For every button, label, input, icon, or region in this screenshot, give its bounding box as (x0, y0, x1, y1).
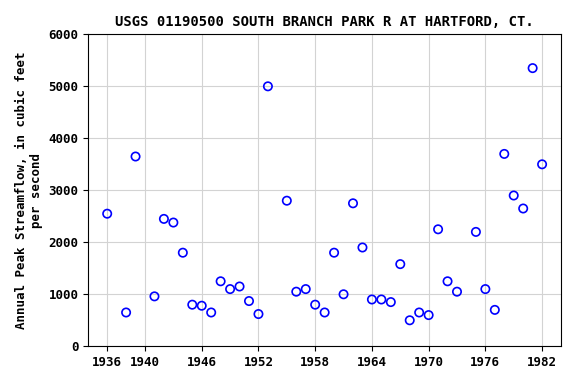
Point (367, 296, 377, 303)
Point (490, 307, 499, 313)
Point (216, 278, 225, 285)
Point (424, 312, 433, 318)
Point (452, 289, 461, 295)
Point (150, 293, 159, 300)
Point (386, 299, 396, 305)
Point (509, 192, 518, 199)
Point (207, 310, 216, 316)
Point (197, 303, 206, 309)
Point (131, 154, 140, 160)
Point (443, 278, 452, 285)
Point (537, 161, 547, 167)
Point (235, 283, 244, 290)
Point (244, 298, 253, 304)
Point (169, 220, 178, 226)
Point (481, 286, 490, 292)
Point (358, 245, 367, 251)
Point (329, 250, 339, 256)
Point (471, 229, 480, 235)
Point (320, 310, 329, 316)
Y-axis label: Annual Peak Streamflow, in cubic feet
per second: Annual Peak Streamflow, in cubic feet pe… (15, 51, 43, 329)
Point (225, 286, 234, 292)
Point (396, 261, 405, 267)
Point (499, 151, 509, 157)
Title: USGS 01190500 SOUTH BRANCH PARK R AT HARTFORD, CT.: USGS 01190500 SOUTH BRANCH PARK R AT HAR… (115, 15, 534, 29)
Point (339, 291, 348, 297)
Point (263, 83, 272, 89)
Point (348, 200, 358, 206)
Point (188, 301, 197, 308)
Point (301, 286, 310, 292)
Point (310, 301, 320, 308)
Point (160, 216, 169, 222)
Point (405, 317, 414, 323)
Point (415, 310, 424, 316)
Point (122, 310, 131, 316)
Point (434, 226, 443, 232)
Point (282, 198, 291, 204)
Point (518, 205, 528, 212)
Point (291, 289, 301, 295)
Point (103, 211, 112, 217)
Point (528, 65, 537, 71)
Point (377, 296, 386, 303)
Point (254, 311, 263, 317)
Point (178, 250, 187, 256)
